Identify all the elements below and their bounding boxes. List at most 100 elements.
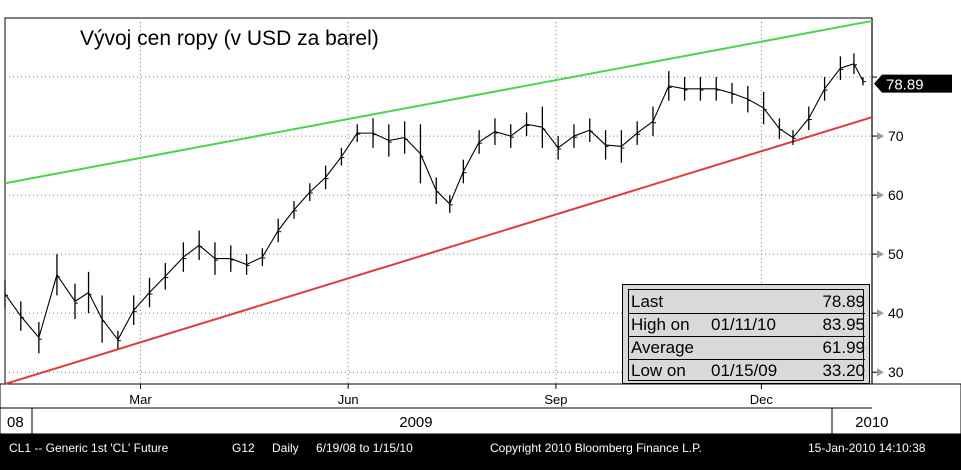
- price-path-segment: [38, 274, 58, 338]
- price-path-segment: [636, 120, 654, 134]
- stats-average-label: Average: [631, 338, 695, 357]
- y-tick-label: 60: [888, 187, 904, 203]
- y-tick-marker: [877, 309, 884, 318]
- price-path-segment: [293, 191, 311, 211]
- price-path-segment: [277, 209, 295, 231]
- y-tick-label: 50: [888, 246, 904, 262]
- price-path-segment: [621, 132, 638, 147]
- price-path-segment: [462, 141, 480, 172]
- last-price-label: 78.89: [886, 77, 924, 94]
- price-path-segment: [731, 92, 749, 100]
- stats-row-last: Last 78.89: [629, 291, 865, 314]
- resistance-trendline: [4, 19, 873, 185]
- stats-row-average: Average 61.99: [629, 337, 865, 360]
- price-path-segment: [747, 98, 764, 109]
- chart-title: Vývoj cen ropy (v USD za barel): [80, 27, 379, 50]
- stats-row-high: High on 01/11/10 83.95: [629, 314, 865, 337]
- price-path-segment: [779, 128, 794, 139]
- chart-code: G12: [232, 441, 255, 455]
- date-range: 6/19/08 to 1/15/10: [316, 441, 413, 455]
- y-tick-marker: [877, 132, 884, 141]
- stats-high-label: High on: [631, 315, 690, 334]
- price-path-segment: [56, 274, 76, 302]
- security-name: CL1 -- Generic 1st 'CL' Future: [9, 441, 169, 455]
- price-path-segment: [101, 318, 119, 341]
- price-path-segment: [230, 258, 247, 265]
- price-path-segment: [325, 156, 342, 178]
- month-label: Sep: [544, 392, 567, 407]
- price-path-segment: [4, 293, 22, 317]
- y-tick-marker: [877, 191, 884, 200]
- status-bar: CL1 -- Generic 1st 'CL' Future G12 Daily…: [0, 434, 961, 470]
- stats-last-label: Last: [631, 292, 664, 311]
- price-path-segment: [478, 131, 496, 143]
- price-path-segment: [133, 292, 150, 311]
- price-path-segment: [541, 126, 559, 149]
- price-path-segment: [792, 118, 810, 138]
- stats-box-border: [628, 289, 864, 381]
- date-axis-area: [0, 383, 961, 435]
- price-path-segment: [117, 309, 135, 340]
- price-path-segment: [573, 129, 590, 137]
- price-path-segment: [74, 292, 89, 302]
- price-path-segment: [808, 88, 826, 119]
- stats-box: Last 78.89 High on 01/11/10 83.95 Averag…: [622, 284, 870, 384]
- price-path-segment: [449, 171, 464, 205]
- price-path-segment: [246, 256, 263, 265]
- price-path-segment: [404, 137, 421, 155]
- price-path-segment: [309, 176, 326, 193]
- stats-high-date: 01/11/10: [711, 315, 776, 334]
- price-path-segment: [510, 123, 527, 137]
- price-path-segment: [605, 144, 622, 147]
- price-path-segment: [668, 85, 685, 90]
- price-path-segment: [261, 230, 279, 258]
- price-path-segment: [494, 131, 511, 137]
- y-tick-label: 70: [888, 128, 904, 144]
- year-label: 08: [7, 414, 24, 431]
- chart-period: Daily: [272, 441, 299, 455]
- price-path-segment: [557, 135, 575, 149]
- stats-high-value: 83.95: [822, 315, 865, 334]
- month-label: Jun: [338, 392, 359, 407]
- year-label: 2009: [399, 414, 432, 431]
- last-price-marker: [874, 74, 952, 93]
- stats-divider: [629, 336, 865, 337]
- price-path-segment: [435, 190, 451, 205]
- price-path-segment: [183, 244, 200, 258]
- timestamp: 15-Jan-2010 14:10:38: [808, 441, 926, 455]
- y-tick-label: 30: [888, 364, 904, 380]
- month-label: Mar: [129, 392, 152, 407]
- price-path-segment: [372, 132, 390, 141]
- price-path-segment: [20, 315, 40, 339]
- month-label: Dec: [750, 392, 774, 407]
- price-path-segment: [149, 275, 166, 293]
- price-path-segment: [164, 256, 184, 277]
- stats-row-low: Low on 01/15/09 33.20: [629, 360, 865, 383]
- price-path-segment: [652, 85, 670, 122]
- price-path-segment: [589, 129, 606, 146]
- price-path-segment: [824, 67, 841, 90]
- stats-low-value: 33.20: [822, 361, 865, 380]
- price-path-segment: [340, 132, 358, 158]
- price-path-segment: [716, 88, 733, 94]
- stats-low-label: Low on: [631, 361, 686, 380]
- price-path-segment: [526, 123, 543, 128]
- y-tick-marker: [877, 250, 884, 259]
- price-path-segment: [419, 153, 437, 191]
- stats-divider: [629, 313, 865, 314]
- y-tick-label: 40: [888, 305, 904, 321]
- year-label: 2010: [855, 414, 888, 431]
- price-path-segment: [198, 244, 216, 259]
- stats-low-date: 01/15/09: [711, 361, 778, 380]
- price-path-segment: [840, 63, 855, 69]
- price-path-segment: [763, 107, 780, 130]
- stats-average-value: 61.99: [822, 338, 865, 357]
- price-path-segment: [853, 63, 864, 82]
- support-trendline: [4, 116, 873, 385]
- y-tick-marker: [877, 368, 884, 377]
- stats-divider: [629, 359, 865, 360]
- stats-last-value: 78.89: [822, 292, 865, 311]
- price-path-segment: [388, 136, 405, 142]
- copyright: Copyright 2010 Bloomberg Finance L.P.: [490, 441, 702, 455]
